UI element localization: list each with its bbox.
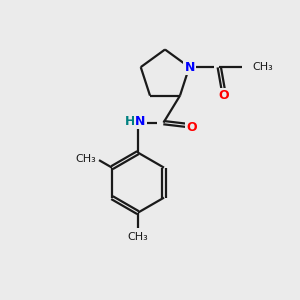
Text: CH₃: CH₃ <box>252 62 273 72</box>
Text: N: N <box>135 115 146 128</box>
Text: O: O <box>187 121 197 134</box>
Text: H: H <box>125 115 136 128</box>
Text: CH₃: CH₃ <box>128 232 148 242</box>
Text: CH₃: CH₃ <box>75 154 96 164</box>
Text: O: O <box>218 89 229 102</box>
Text: N: N <box>185 61 195 74</box>
